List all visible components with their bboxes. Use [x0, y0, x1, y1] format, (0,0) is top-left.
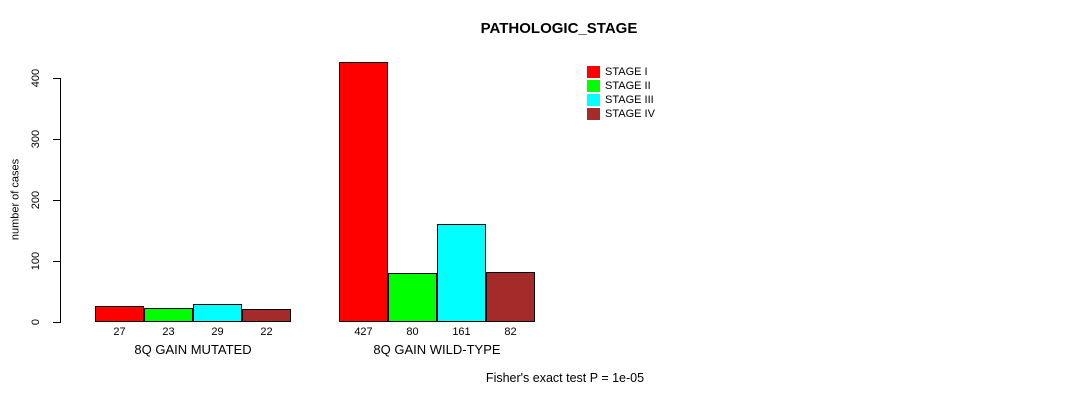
y-tick-label: 300: [30, 129, 42, 149]
legend-label: STAGE III: [605, 93, 654, 106]
stage4-color-swatch: [587, 107, 600, 120]
bar-value-label: 161: [452, 326, 471, 338]
y-tick-mark: [53, 321, 60, 323]
y-tick-mark: [53, 260, 60, 262]
y-tick-label: 0: [30, 318, 42, 326]
fisher-test-annotation: Fisher's exact test P = 1e-05: [485, 371, 645, 385]
y-tick-label: 400: [30, 68, 42, 88]
y-tick-label: 100: [30, 251, 42, 271]
y-axis-label: number of cases: [9, 158, 22, 241]
legend-label: STAGE IV: [605, 107, 655, 120]
y-tick-label: 200: [30, 190, 42, 210]
bar-stage-ii-group1: [144, 308, 193, 322]
bar-stage-i-group2: [339, 62, 388, 322]
legend-item-stage3: STAGE III: [587, 93, 655, 106]
bar-value-label: 29: [211, 326, 224, 338]
legend-item-stage4: STAGE IV: [587, 107, 655, 120]
bar-stage-iii-group1: [193, 304, 242, 322]
y-tick-mark: [53, 138, 60, 140]
bar-stage-i-group1: [95, 306, 144, 322]
chart-title: PATHOLOGIC_STAGE: [480, 20, 638, 37]
bar-value-label: 82: [504, 326, 517, 338]
stage2-color-swatch: [587, 79, 600, 92]
y-tick-mark: [53, 77, 60, 79]
y-axis-line: [60, 78, 61, 323]
bar-stage-ii-group2: [388, 273, 437, 322]
bar-value-label: 22: [260, 326, 273, 338]
legend: STAGE I STAGE II STAGE III STAGE IV: [587, 65, 655, 121]
legend-item-stage1: STAGE I: [587, 65, 655, 78]
legend-item-stage2: STAGE II: [587, 79, 655, 92]
legend-label: STAGE I: [605, 65, 648, 78]
bar-stage-iii-group2: [437, 224, 486, 322]
stage3-color-swatch: [587, 93, 600, 106]
bar-value-label: 80: [406, 326, 419, 338]
bar-value-label: 23: [162, 326, 175, 338]
stage1-color-swatch: [587, 65, 600, 78]
x-group-label: 8Q GAIN WILD-TYPE: [373, 342, 501, 357]
bar-stage-iv-group2: [486, 272, 535, 322]
bar-value-label: 27: [113, 326, 126, 338]
y-tick-mark: [53, 199, 60, 201]
x-group-label: 8Q GAIN MUTATED: [134, 342, 252, 357]
bar-stage-iv-group1: [242, 309, 291, 322]
legend-label: STAGE II: [605, 79, 651, 92]
bar-value-label: 427: [354, 326, 373, 338]
